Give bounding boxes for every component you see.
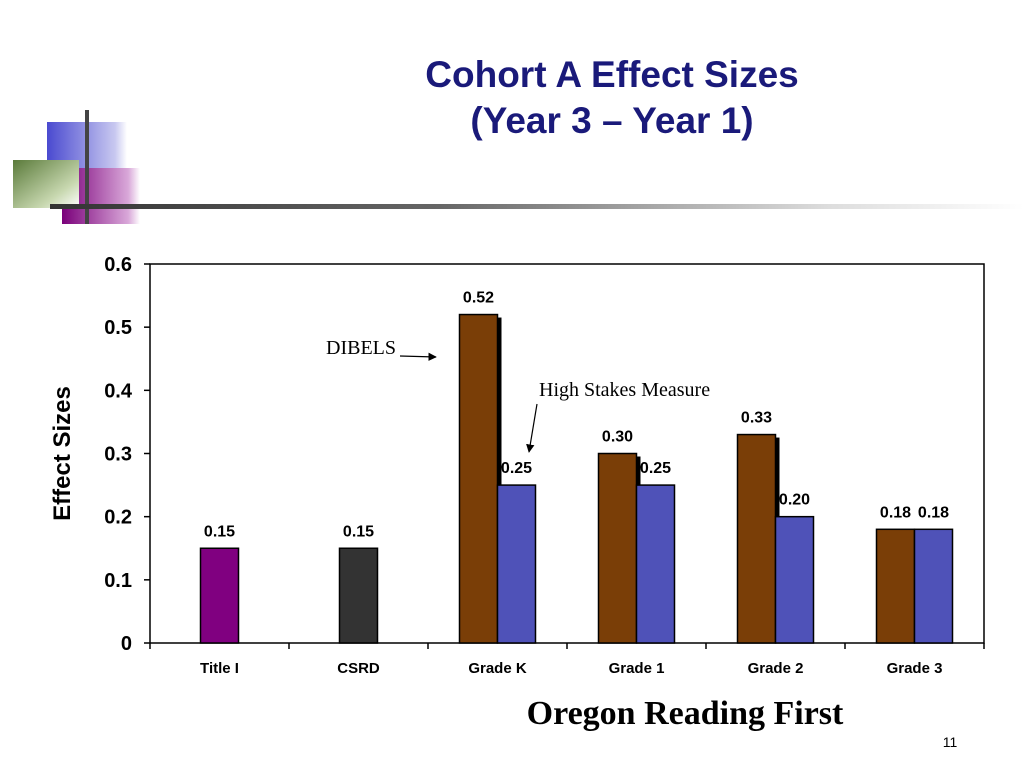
- bar: [875, 528, 916, 644]
- slide-title-line1: Cohort A Effect Sizes: [425, 54, 799, 95]
- bar-value-label: 0.52: [463, 290, 494, 307]
- y-tick-label: 0: [121, 633, 132, 655]
- slide-title: Cohort A Effect Sizes (Year 3 – Year 1): [240, 52, 984, 144]
- bar-value-label: 0.20: [779, 492, 810, 509]
- bar: [199, 547, 240, 644]
- annotation-high-stakes-arrow: [526, 403, 538, 453]
- bar: [496, 484, 537, 644]
- deco-square-green: [13, 160, 79, 208]
- x-tick-label: Grade 3: [887, 660, 943, 677]
- bar: [913, 528, 954, 644]
- y-tick-label: 0.5: [104, 317, 132, 339]
- x-tick-label: Grade 1: [609, 660, 665, 677]
- y-tick-label: 0.1: [104, 570, 132, 592]
- annotation-high-stakes: High Stakes Measure: [539, 379, 710, 401]
- bar: [635, 484, 676, 644]
- bar-value-label: 0.25: [640, 460, 671, 477]
- x-tick-label: Title I: [200, 660, 239, 677]
- bar-value-label: 0.15: [343, 523, 374, 540]
- y-tick-label: 0.3: [104, 444, 132, 466]
- page-number: 11: [942, 734, 958, 750]
- x-tick-label: CSRD: [337, 660, 380, 677]
- bar: [338, 547, 379, 644]
- deco-horizontal-rule: [50, 204, 1024, 209]
- deco-vertical-rule: [85, 110, 89, 224]
- y-axis-label: Effect Sizes: [49, 386, 76, 521]
- x-tick-label: Grade K: [468, 660, 527, 677]
- annotation-dibels: DIBELS: [326, 337, 396, 359]
- bar-value-label: 0.15: [204, 523, 235, 540]
- plot-area: [149, 263, 985, 644]
- bar-value-label: 0.30: [602, 429, 633, 446]
- slide-title-line2: (Year 3 – Year 1): [470, 100, 754, 141]
- annotation-dibels-arrow: [399, 352, 437, 361]
- footer-title: Oregon Reading First: [526, 695, 844, 732]
- bar-value-label: 0.33: [741, 410, 772, 427]
- bar-value-label: 0.25: [501, 460, 532, 477]
- y-tick-label: 0.6: [104, 254, 132, 276]
- y-tick-label: 0.4: [104, 380, 133, 402]
- x-tick-label: Grade 2: [748, 660, 804, 677]
- bar: [597, 452, 638, 644]
- bar-value-label: 0.18: [918, 504, 949, 521]
- bar: [774, 515, 815, 644]
- bar-value-label: 0.18: [880, 504, 911, 521]
- y-tick-label: 0.2: [104, 507, 132, 529]
- bar: [736, 433, 777, 644]
- bar: [458, 313, 499, 644]
